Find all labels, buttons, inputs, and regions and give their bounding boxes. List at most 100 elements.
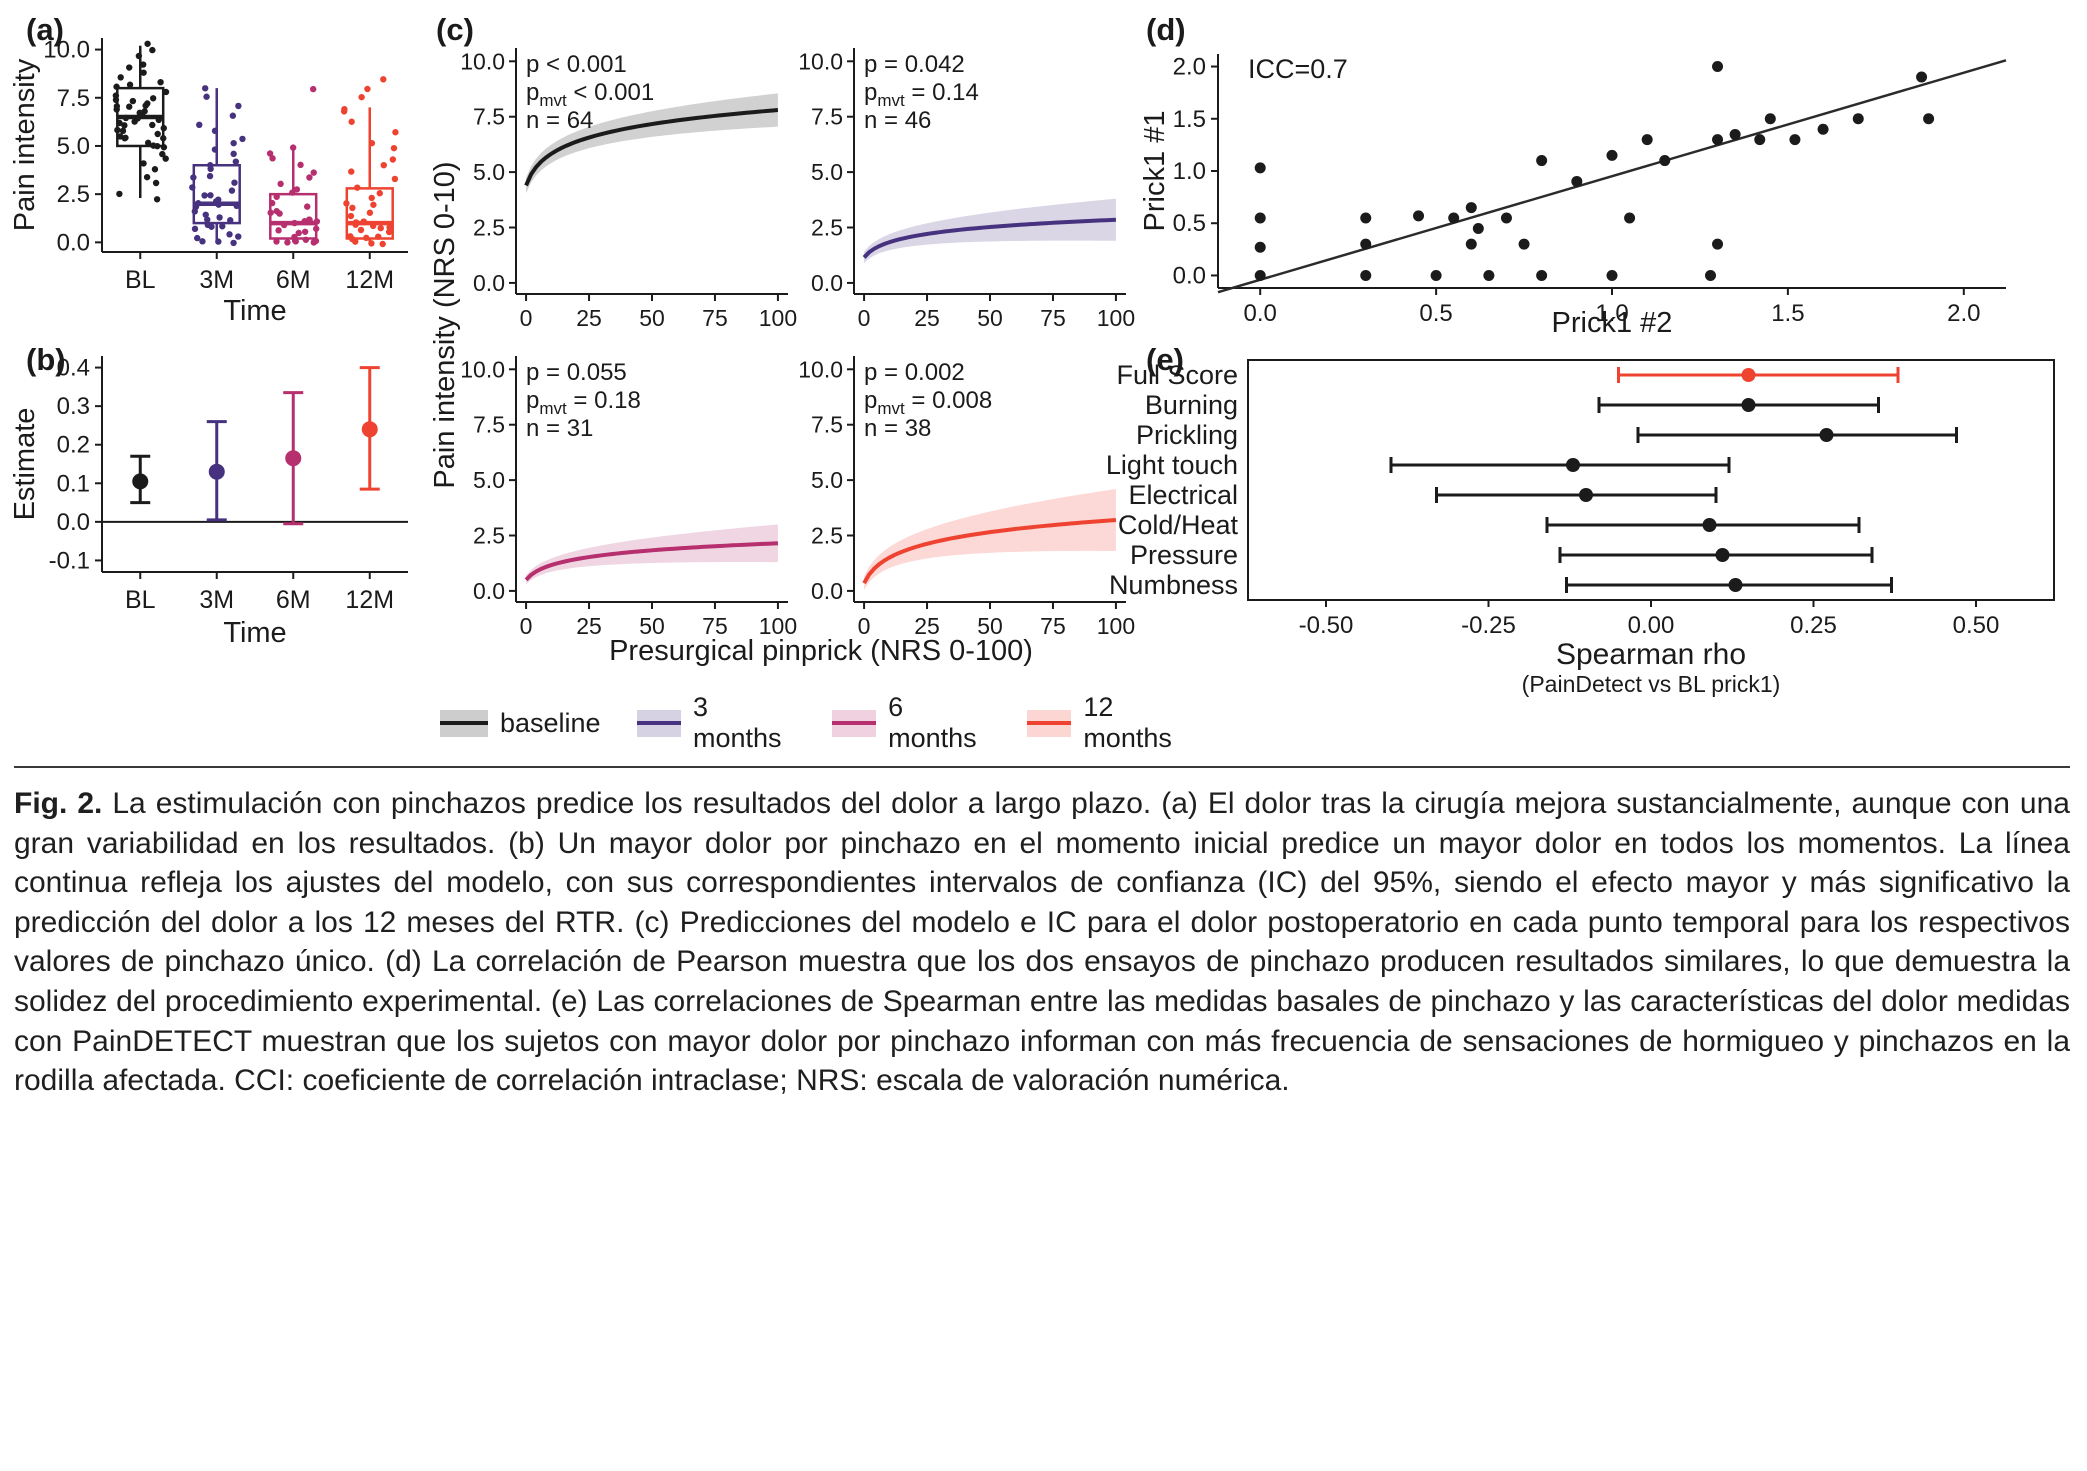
panel-label-b: (b) xyxy=(26,342,66,377)
svg-text:Estimate: Estimate xyxy=(9,408,41,521)
svg-text:2.5: 2.5 xyxy=(57,181,90,208)
box-series-BL xyxy=(112,40,170,203)
row-label: Burning xyxy=(1145,390,1238,420)
svg-text:25: 25 xyxy=(576,305,602,331)
svg-text:0.5: 0.5 xyxy=(1419,300,1452,327)
svg-text:0.0: 0.0 xyxy=(811,578,843,604)
panel-b-estimate-plot: -0.1 0.0 0.1 0.2 0.3 0.4 BL 3M 6M 12M Time Estimate xyxy=(9,355,408,649)
svg-text:0.25: 0.25 xyxy=(1790,612,1837,639)
svg-text:0: 0 xyxy=(858,613,871,639)
p-value: p = 0.042 xyxy=(864,51,965,78)
p-value: p = 0.002 xyxy=(864,359,965,386)
svg-text:Time: Time xyxy=(223,617,286,649)
panel-border xyxy=(1247,359,2055,601)
svg-text:0.0: 0.0 xyxy=(811,270,843,296)
svg-text:10.0: 10.0 xyxy=(798,356,843,382)
svg-text:2.5: 2.5 xyxy=(473,215,505,241)
svg-text:6M: 6M xyxy=(276,266,311,294)
x-axis-title: Presurgical pinprick (NRS 0-100) xyxy=(609,635,1033,667)
pmvt-value: pmvt < 0.001 xyxy=(526,79,654,110)
svg-text:7.5: 7.5 xyxy=(473,412,505,438)
svg-text:0.0: 0.0 xyxy=(473,578,505,604)
jitter-points-3M xyxy=(189,85,246,247)
svg-text:10.0: 10.0 xyxy=(460,48,505,74)
panel-a-boxplot: 0.0 2.5 5.0 7.5 10.0 BL 3M 6M 12M Time Pain intens… xyxy=(9,37,408,327)
y-axis-title: Prick1 #1 xyxy=(1139,111,1171,232)
svg-text:0.0: 0.0 xyxy=(1244,300,1277,327)
svg-text:100: 100 xyxy=(1097,305,1135,331)
legend-label: 3 months xyxy=(692,692,782,753)
n-value: n = 46 xyxy=(864,107,931,134)
svg-text:5.0: 5.0 xyxy=(811,159,843,185)
subplot-3 months: 0.0 2.5 5.0 7.5 10.0 0 25 50 75 100 p = 0.042pmvt … xyxy=(798,48,1135,331)
svg-text:5.0: 5.0 xyxy=(473,467,505,493)
legend-swatch-3-months-icon xyxy=(636,709,681,737)
x-axis-title: Spearman rho xyxy=(1556,638,1746,671)
box-series-3M xyxy=(189,85,246,247)
p-value: p = 0.055 xyxy=(526,359,627,386)
n-value: n = 64 xyxy=(526,107,593,134)
row-label: Electrical xyxy=(1128,480,1238,510)
svg-text:0.50: 0.50 xyxy=(1953,612,2000,639)
forest-row-Full Score: Full Score xyxy=(1116,360,1900,390)
svg-text:100: 100 xyxy=(759,613,797,639)
legend-swatch-6-months-icon xyxy=(831,709,877,737)
panel-label-a: (a) xyxy=(26,12,64,47)
caption-figure-number: Fig. 2. xyxy=(14,787,103,820)
svg-text:100: 100 xyxy=(759,305,797,331)
x-axis-title: Prick1 #2 xyxy=(1552,307,1673,339)
svg-text:0: 0 xyxy=(520,613,533,639)
row-label: Cold/Heat xyxy=(1118,510,1239,540)
estimate-3M xyxy=(206,420,227,522)
svg-text:0.2: 0.2 xyxy=(57,432,90,459)
y-axis-title: Pain intensity (NRS 0-10) xyxy=(429,161,461,488)
confidence-band xyxy=(526,93,778,194)
svg-text:50: 50 xyxy=(977,305,1003,331)
svg-text:1.5: 1.5 xyxy=(1173,106,1206,133)
svg-text:BL: BL xyxy=(125,586,156,614)
pmvt-value: pmvt = 0.18 xyxy=(526,387,641,418)
svg-text:7.5: 7.5 xyxy=(811,104,843,130)
fit-curve xyxy=(524,108,779,187)
confidence-band xyxy=(864,488,1116,590)
svg-text:5.0: 5.0 xyxy=(57,133,90,160)
svg-text:25: 25 xyxy=(576,613,602,639)
svg-text:5.0: 5.0 xyxy=(473,159,505,185)
svg-text:5.0: 5.0 xyxy=(811,467,843,493)
axes: 0.0 2.5 5.0 7.5 10.0 BL 3M 6M 12M xyxy=(43,37,408,294)
n-value: n = 38 xyxy=(864,415,931,442)
svg-text:3M: 3M xyxy=(199,266,234,294)
svg-text:0.3: 0.3 xyxy=(57,393,90,420)
subplot-6 months: 0.0 2.5 5.0 7.5 10.0 0 25 50 75 100 p = 0.055pmvt … xyxy=(460,356,797,639)
legend: baseline 3 months 6 months 12 months xyxy=(440,692,1200,754)
svg-text:10.0: 10.0 xyxy=(798,48,843,74)
panel-d-scatter: 0.0 0.5 1.0 1.5 2.0 0.0 0.5 1.0 1.5 2.0 ICC=0.7 Pri… xyxy=(1139,54,2007,339)
row-label: Light touch xyxy=(1106,450,1238,480)
legend-label: baseline xyxy=(500,707,601,738)
subplot-12 months: 0.0 2.5 5.0 7.5 10.0 0 25 50 75 100 p = 0.002pmvt … xyxy=(798,356,1135,639)
svg-text:3M: 3M xyxy=(199,586,234,614)
svg-text:75: 75 xyxy=(1040,305,1066,331)
estimate-6M xyxy=(283,391,304,526)
box-series-12M xyxy=(340,76,399,248)
fit-curve xyxy=(524,541,779,582)
forest-row-Burning: Burning xyxy=(1145,390,1880,420)
panel-label-c: (c) xyxy=(436,12,474,47)
legend-swatch-baseline-icon xyxy=(440,709,488,737)
svg-text:50: 50 xyxy=(639,613,665,639)
legend-label: 6 months xyxy=(888,692,977,753)
svg-text:1.5: 1.5 xyxy=(1771,300,1804,327)
svg-text:2.5: 2.5 xyxy=(811,523,843,549)
svg-text:0.1: 0.1 xyxy=(57,470,90,497)
identity-line xyxy=(1217,59,2007,294)
caption-text: La estimulación con pinchazos predice lo… xyxy=(14,787,2070,1098)
svg-text:6M: 6M xyxy=(276,586,311,614)
confidence-band xyxy=(864,198,1116,263)
svg-text:2.0: 2.0 xyxy=(1173,54,1206,81)
legend-item-baseline: baseline xyxy=(440,708,601,739)
forest-row-Numbness: Numbness xyxy=(1109,570,1893,600)
svg-text:Pain intensity: Pain intensity xyxy=(9,58,41,231)
svg-text:0: 0 xyxy=(520,305,533,331)
